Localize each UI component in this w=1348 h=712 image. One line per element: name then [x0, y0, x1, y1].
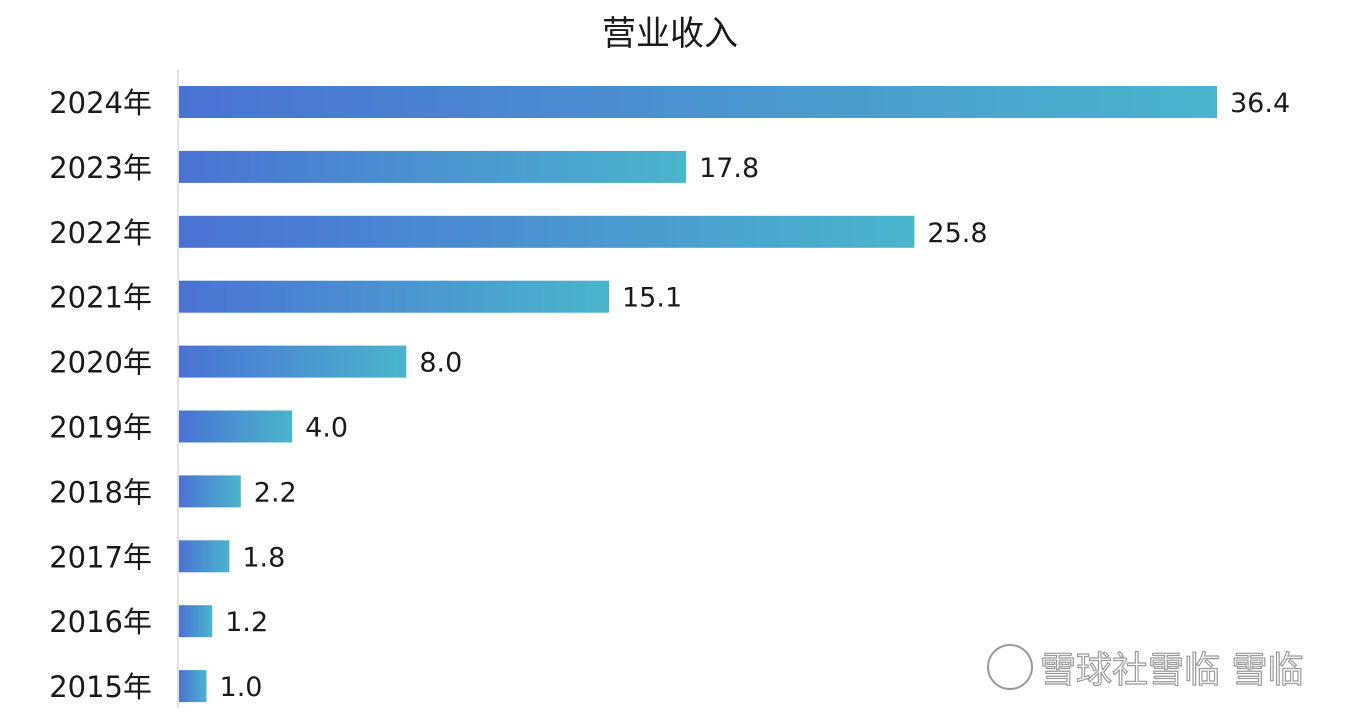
- y-tick-label-4: 2020年: [49, 346, 152, 380]
- y-tick-label-5: 2019年: [49, 411, 152, 445]
- bar-8: [179, 605, 213, 638]
- data-label-0: 36.4: [1230, 88, 1290, 119]
- bar-7: [179, 540, 230, 573]
- y-tick-label-7: 2017年: [49, 540, 152, 574]
- data-label-3: 15.1: [622, 283, 682, 314]
- bars-group: 2024年 36.4 2023年 17.8 2022年 25.8 2021年 15.1 2020…: [49, 86, 1290, 704]
- y-tick-label-2: 2022年: [49, 216, 152, 250]
- y-tick-label-1: 2023年: [49, 151, 152, 185]
- data-label-4: 8.0: [419, 348, 462, 379]
- y-tick-label-0: 2024年: [49, 86, 152, 120]
- y-tick-label-8: 2016年: [49, 605, 152, 639]
- bar-0: [179, 86, 1217, 118]
- bar-2: [179, 215, 915, 248]
- y-tick-label-6: 2018年: [49, 475, 152, 509]
- watermark: 雪球社雪临 雪临: [987, 644, 1304, 692]
- bar-5: [179, 410, 293, 443]
- data-label-8: 1.2: [225, 607, 268, 638]
- chart-title: 营业收入: [602, 14, 738, 54]
- y-tick-label-3: 2021年: [49, 281, 152, 315]
- bar-1: [179, 150, 687, 183]
- data-label-6: 2.2: [254, 477, 297, 508]
- bar-9: [179, 670, 207, 703]
- data-label-2: 25.8: [927, 218, 987, 249]
- data-label-9: 1.0: [220, 672, 263, 703]
- data-label-7: 1.8: [242, 542, 285, 573]
- watermark-text: 雪球社雪临 雪临: [1040, 650, 1303, 691]
- data-label-5: 4.0: [305, 413, 348, 444]
- data-label-1: 17.8: [699, 153, 759, 184]
- watermark-logo-icon: [987, 644, 1033, 690]
- bar-6: [179, 475, 241, 508]
- bar-3: [179, 280, 610, 313]
- y-tick-label-9: 2015年: [49, 670, 152, 704]
- bar-4: [179, 345, 407, 378]
